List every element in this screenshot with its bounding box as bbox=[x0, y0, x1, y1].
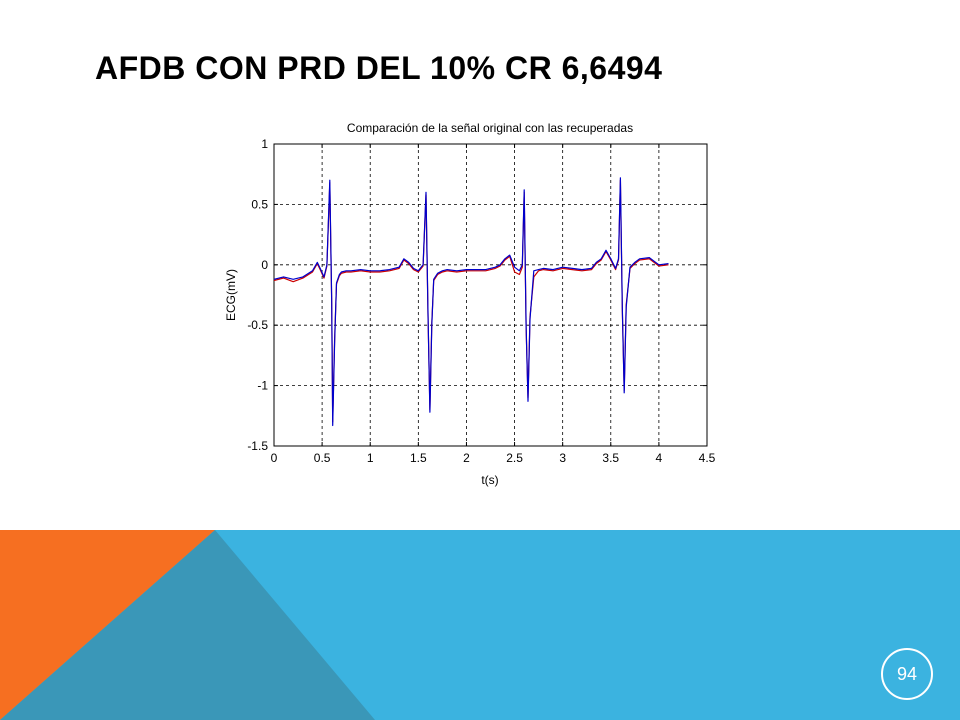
ecg-series-line bbox=[273, 177, 669, 427]
slide-title: AFDB CON PRD DEL 10% CR 6,6494 bbox=[95, 50, 663, 86]
x-tick-label: 4 bbox=[656, 451, 663, 465]
chart-title: Comparación de la señal original con las… bbox=[347, 121, 633, 135]
page-number-badge: 94 bbox=[881, 648, 933, 700]
y-tick-label: 1 bbox=[261, 137, 268, 151]
ecg-chart: Comparación de la señal original con las… bbox=[224, 121, 716, 487]
x-tick-label: 3.5 bbox=[602, 451, 619, 465]
grid-lines bbox=[274, 144, 707, 446]
y-tick-label: 0 bbox=[261, 258, 268, 272]
x-tick-label: 1 bbox=[367, 451, 374, 465]
y-axis-label: ECG(mV) bbox=[224, 269, 238, 321]
decorative-footer bbox=[0, 530, 960, 720]
y-tick-label: -1 bbox=[257, 379, 268, 393]
x-tick-label: 3 bbox=[559, 451, 566, 465]
axis-ticks: 0 0.5 1 1.5 2 2.5 3 3.5 4 4.5 1 0.5 0 -0.5 -1 -1.5 bbox=[247, 137, 715, 465]
page-number: 94 bbox=[896, 663, 918, 684]
x-tick-label: 2.5 bbox=[506, 451, 523, 465]
y-tick-label: -1.5 bbox=[247, 439, 268, 453]
x-tick-label: 2 bbox=[463, 451, 470, 465]
plot-area bbox=[273, 143, 708, 447]
x-tick-label: 0 bbox=[271, 451, 278, 465]
series-lines bbox=[273, 177, 669, 427]
x-tick-label: 1.5 bbox=[410, 451, 427, 465]
x-tick-label: 4.5 bbox=[699, 451, 716, 465]
y-tick-label: -0.5 bbox=[247, 318, 268, 332]
x-tick-label: 0.5 bbox=[314, 451, 331, 465]
y-tick-label: 0.5 bbox=[251, 197, 268, 211]
teal-triangle bbox=[0, 530, 375, 720]
x-axis-label: t(s) bbox=[481, 473, 498, 487]
